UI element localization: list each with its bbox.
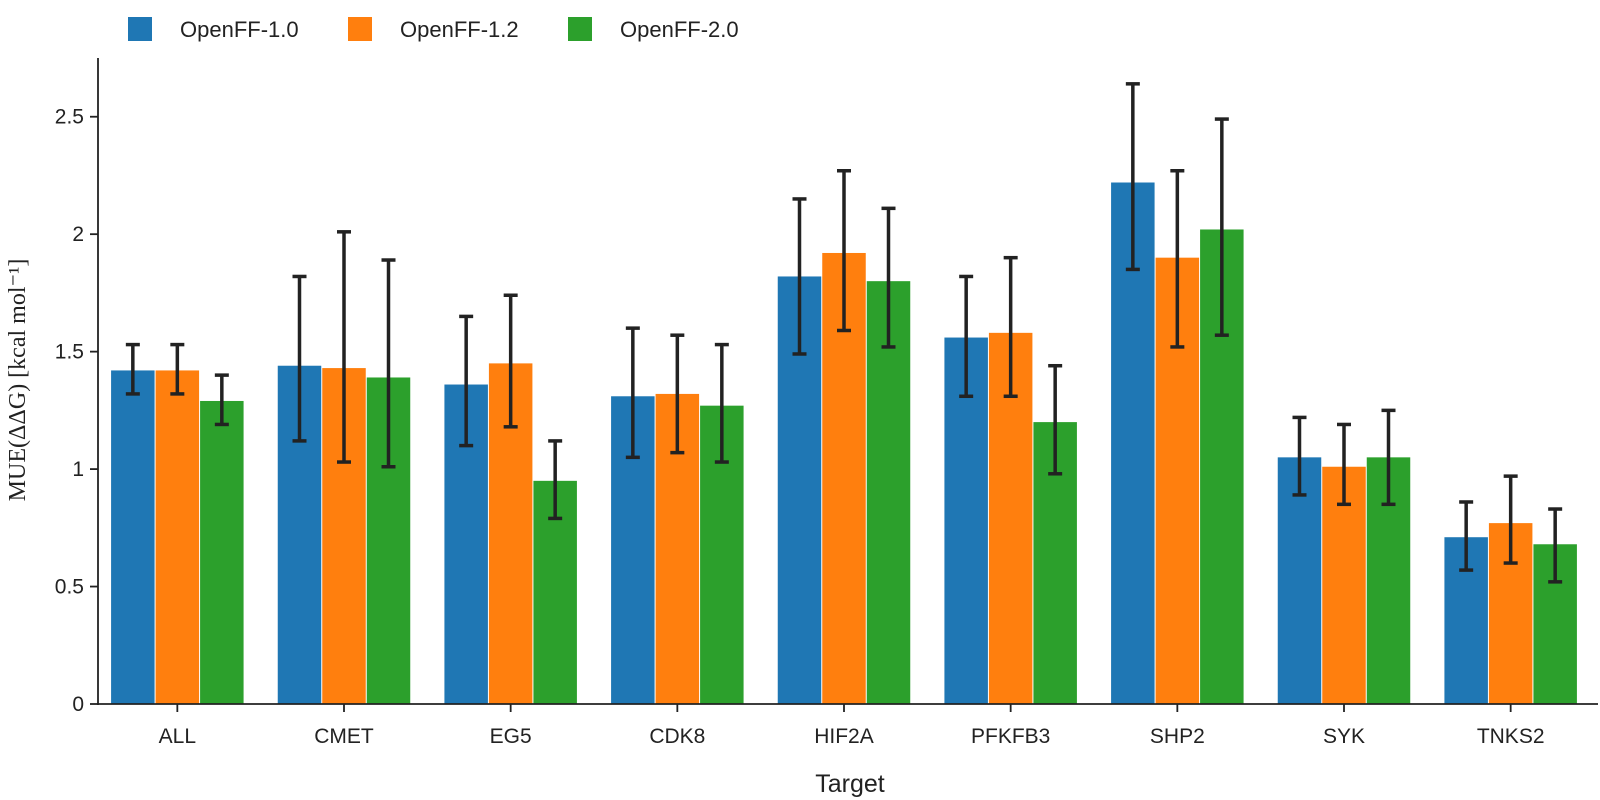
x-tick-label-HIF2A: HIF2A [814, 725, 874, 748]
x-tick-label-TNKS2: TNKS2 [1477, 725, 1545, 748]
legend-swatch-OpenFF-2.0 [568, 17, 592, 41]
errorbars-group [125, 82, 1563, 584]
bar-OpenFF-1.0-ALL [111, 370, 155, 704]
x-tick-label-PFKFB3: PFKFB3 [971, 725, 1050, 748]
x-tick-label-CMET: CMET [314, 725, 374, 748]
bar-OpenFF-1.2-ALL [155, 370, 200, 704]
y-tick-label-1.5: 1.5 [55, 341, 84, 364]
legend: OpenFF-1.0 OpenFF-1.2 OpenFF-2.0 [128, 17, 739, 42]
bars-group [111, 182, 1577, 704]
legend-label-OpenFF-2.0: OpenFF-2.0 [620, 17, 739, 42]
x-axis-title: Target [815, 770, 885, 798]
legend-swatch-OpenFF-1.0 [128, 17, 152, 41]
bar-OpenFF-1.0-SYK [1277, 457, 1322, 704]
x-tick-label-SYK: SYK [1323, 725, 1365, 748]
bar-OpenFF-2.0-ALL [200, 400, 244, 704]
y-tick-label-2: 2 [72, 223, 84, 246]
y-tick-label-1: 1 [72, 458, 84, 481]
legend-label-OpenFF-1.2: OpenFF-1.2 [400, 17, 519, 42]
legend-label-OpenFF-1.0: OpenFF-1.0 [180, 17, 299, 42]
x-tick-label-ALL: ALL [159, 725, 196, 748]
axes-group: 0 0.5 1 1.5 2 2.5 ALL CMET EG5 CDK8 HIF2A PFKFB3 SHP… [55, 58, 1598, 748]
y-tick-label-0: 0 [72, 693, 84, 716]
bar-OpenFF-2.0-HIF2A [866, 281, 911, 704]
x-tick-label-EG5: EG5 [490, 725, 532, 748]
x-tick-label-CDK8: CDK8 [649, 725, 705, 748]
y-tick-label-0.5: 0.5 [55, 576, 84, 599]
x-tick-label-SHP2: SHP2 [1150, 725, 1205, 748]
bar-OpenFF-1.0-PFKFB3 [944, 337, 988, 704]
y-tick-label-2.5: 2.5 [55, 106, 84, 129]
bar-OpenFF-1.2-SYK [1322, 466, 1366, 704]
legend-swatch-OpenFF-1.2 [348, 17, 372, 41]
y-axis-title: MUE(ΔΔG) [kcal mol⁻¹] [5, 259, 31, 502]
